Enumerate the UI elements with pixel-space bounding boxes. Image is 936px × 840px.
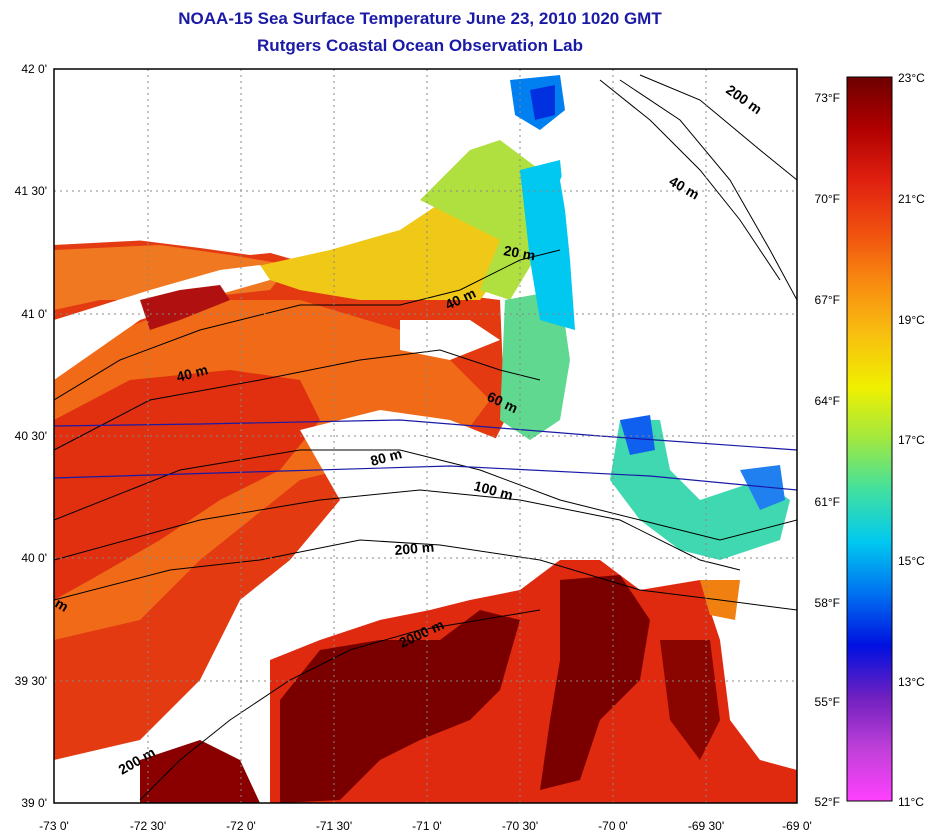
lon-tick: -69 30' <box>688 819 724 833</box>
lon-axis: -73 0' -72 30' -72 0' -71 30' -71 0' -70… <box>39 819 812 833</box>
f-tick: 61°F <box>815 495 840 509</box>
lat-tick: 41 30' <box>15 184 47 198</box>
c-tick: 23°C <box>898 71 925 85</box>
colorbar-celsius: 23°C 21°C 19°C 17°C 15°C 13°C 11°C <box>898 71 925 809</box>
lon-tick: -73 0' <box>39 819 69 833</box>
track-lines <box>54 419 797 491</box>
map-title: NOAA-15 Sea Surface Temperature June 23,… <box>178 9 662 28</box>
lon-tick: -72 0' <box>226 819 256 833</box>
c-tick: 15°C <box>898 554 925 568</box>
contour-label: 200 m <box>394 539 435 558</box>
f-tick: 64°F <box>815 394 840 408</box>
lat-tick: 42 0' <box>21 62 47 76</box>
f-tick: 70°F <box>815 192 840 206</box>
graticule <box>54 69 797 803</box>
colorbar-fahrenheit: 73°F 70°F 67°F 64°F 61°F 58°F 55°F 52°F <box>815 91 840 809</box>
colorbar <box>846 76 893 802</box>
c-tick: 19°C <box>898 313 925 327</box>
lat-axis: 42 0' 41 30' 41 0' 40 30' 40 0' 39 30' 3… <box>15 62 47 810</box>
contour-label: 20 m <box>502 242 536 263</box>
c-tick: 21°C <box>898 192 925 206</box>
lat-tick: 39 30' <box>15 674 47 688</box>
contour-label: 40 m <box>175 361 210 385</box>
lat-tick: 40 30' <box>15 429 47 443</box>
bathymetry-contours <box>54 74 797 801</box>
c-tick: 17°C <box>898 433 925 447</box>
f-tick: 58°F <box>815 596 840 610</box>
lon-tick: -70 0' <box>598 819 628 833</box>
contour-label: 80 m <box>369 445 404 469</box>
lon-tick: -69 0' <box>782 819 812 833</box>
c-tick: 11°C <box>898 795 924 809</box>
f-tick: 52°F <box>815 795 840 809</box>
f-tick: 55°F <box>815 695 840 709</box>
lat-tick: 40 0' <box>21 551 47 565</box>
map-subtitle: Rutgers Coastal Ocean Observation Lab <box>257 36 583 55</box>
lat-tick: 41 0' <box>21 307 47 321</box>
f-tick: 73°F <box>815 91 840 105</box>
f-tick: 67°F <box>815 293 840 307</box>
map-frame <box>53 68 798 804</box>
lat-tick: 39 0' <box>21 796 47 810</box>
lon-tick: -72 30' <box>130 819 166 833</box>
c-tick: 13°C <box>898 675 925 689</box>
lon-tick: -70 30' <box>502 819 538 833</box>
lon-tick: -71 0' <box>412 819 442 833</box>
lon-tick: -71 30' <box>316 819 352 833</box>
